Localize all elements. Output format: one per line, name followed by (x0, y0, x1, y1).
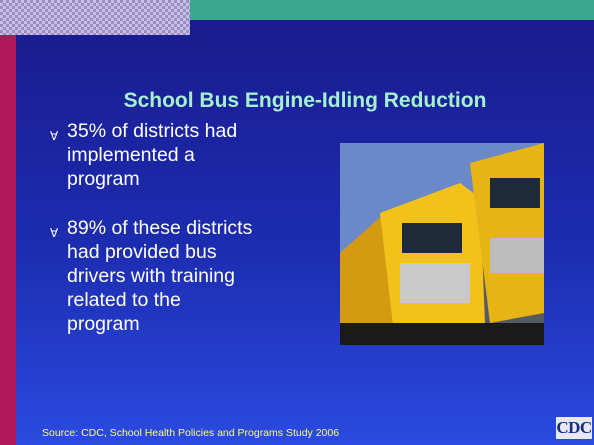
source-note: Source: CDC, School Health Policies and … (42, 427, 339, 439)
bullet-line: program (67, 167, 140, 191)
cdc-logo: CDC (556, 417, 592, 439)
top-accent-bar (190, 0, 594, 20)
bullet-line: drivers with training (67, 264, 235, 288)
bullet-line: implemented a (67, 143, 195, 167)
bullet-symbol: Ɐ (50, 221, 58, 245)
slide: School Bus Engine-Idling Reduction Ɐ 35% … (0, 0, 594, 445)
bullet-line: related to the (67, 288, 181, 312)
bus-photo (340, 143, 544, 345)
checker-pattern (0, 0, 190, 35)
bullet-symbol: Ɐ (50, 124, 58, 148)
slide-title: School Bus Engine-Idling Reduction (16, 89, 594, 113)
bullet-line: had provided bus (67, 240, 217, 264)
bullet-line: 89% of these districts (67, 216, 252, 240)
bullet-line: program (67, 312, 140, 336)
bullet-line: 35% of districts had (67, 119, 237, 143)
left-accent-bar (0, 35, 16, 445)
